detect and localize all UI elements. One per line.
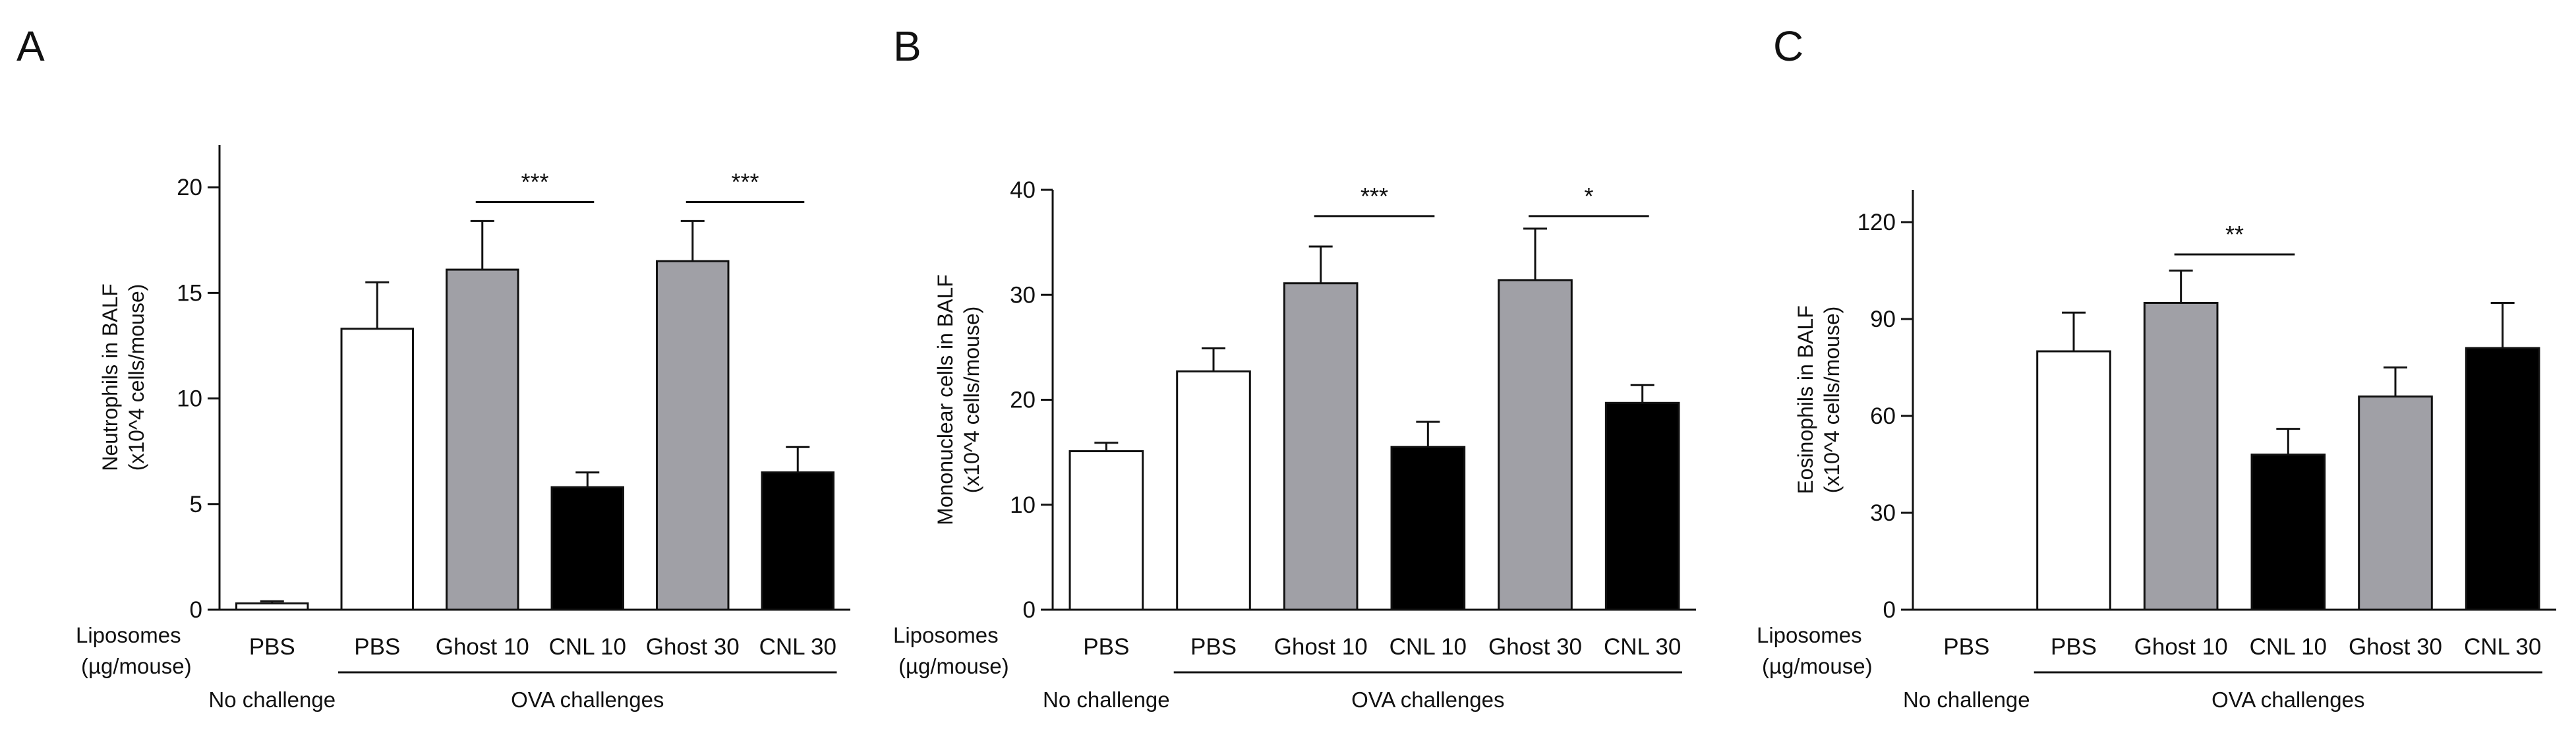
category-label: Ghost 10 — [436, 634, 529, 660]
bar — [446, 268, 519, 611]
bar — [1176, 370, 1251, 611]
significance-label: * — [1584, 183, 1593, 210]
y-axis-label-line2: (x10^4 cells/mouse) — [1820, 306, 1844, 494]
y-axis-label: Mononuclear cells in BALF (x10^4 cells/mo… — [933, 274, 983, 525]
y-tick-label: 15 — [177, 280, 202, 306]
category-label: Ghost 30 — [646, 634, 740, 660]
row-label: Liposomes — [1757, 623, 1862, 647]
row-label-unit: (µg/mouse) — [1762, 654, 1873, 678]
y-tick-label: 0 — [1023, 597, 1036, 623]
bar — [550, 486, 624, 611]
y-axis-label-line1: Mononuclear cells in BALF — [933, 274, 957, 525]
bar — [2465, 347, 2540, 611]
category-label: Ghost 30 — [2349, 634, 2442, 660]
y-tick-label: 20 — [1010, 388, 1036, 413]
row-label-unit: (µg/mouse) — [898, 654, 1009, 678]
bar — [761, 471, 834, 611]
category-label: PBS — [354, 634, 400, 660]
bar — [2143, 302, 2219, 611]
y-tick-label: 10 — [177, 386, 202, 412]
bar — [1068, 450, 1144, 611]
significance-label: *** — [521, 169, 548, 196]
group-label: OVA challenges — [511, 687, 664, 712]
bar — [340, 328, 414, 611]
category-label: PBS — [249, 634, 295, 660]
category-label: PBS — [2051, 634, 2097, 660]
bar — [1390, 446, 1466, 611]
category-label: CNL 10 — [1390, 634, 1467, 660]
y-axis-label: Eosinophils in BALF (x10^4 cells/mouse) — [1794, 305, 1844, 494]
row-label: Liposomes — [76, 623, 181, 647]
category-label: PBS — [1083, 634, 1129, 660]
bar — [1283, 282, 1359, 611]
panel-a: A 0 5 10 15 20 Neutrophils in BALF (x10^4 cells… — [16, 22, 850, 712]
row-label-unit: (µg/mouse) — [81, 654, 192, 678]
bar — [1498, 279, 1573, 611]
significance-label: *** — [1361, 183, 1388, 210]
category-label: Ghost 10 — [2134, 634, 2228, 660]
y-tick-label: 40 — [1010, 177, 1036, 203]
y-tick-label: 60 — [1870, 403, 1896, 429]
y-tick-label: 120 — [1858, 210, 1896, 235]
significance-label: ** — [2225, 221, 2244, 248]
panel-letter: C — [1773, 22, 1803, 70]
category-label: CNL 30 — [2464, 634, 2541, 660]
y-tick-label: 20 — [177, 175, 202, 200]
category-label: CNL 30 — [1604, 634, 1681, 660]
bar — [2250, 453, 2326, 611]
panel-letter: A — [16, 22, 45, 70]
y-axis-label-line2: (x10^4 cells/mouse) — [960, 306, 983, 494]
panel-letter: B — [893, 22, 922, 70]
row-label: Liposomes — [893, 623, 999, 647]
category-label: PBS — [1943, 634, 1989, 660]
panel-c: C 0 30 60 90 120 Eosinophils in BALF (x10^4 cel… — [1757, 22, 2556, 712]
category-label: CNL 30 — [759, 634, 836, 660]
y-tick-label: 0 — [1883, 597, 1896, 623]
category-label: CNL 10 — [2250, 634, 2327, 660]
category-label: PBS — [1190, 634, 1237, 660]
y-tick-label: 5 — [190, 492, 202, 517]
group-label: No challenge — [208, 687, 336, 712]
y-tick-label: 10 — [1010, 492, 1036, 518]
y-tick-label: 30 — [1010, 282, 1036, 308]
bar — [2358, 395, 2433, 611]
bar — [2036, 350, 2111, 611]
y-axis-label-line2: (x10^4 cells/mouse) — [125, 284, 148, 471]
y-axis-label-line1: Neutrophils in BALF — [98, 283, 122, 471]
y-tick-label: 0 — [190, 597, 202, 623]
y-axis-label: Neutrophils in BALF (x10^4 cells/mouse) — [98, 283, 148, 471]
y-tick-label: 90 — [1870, 306, 1896, 332]
group-label: OVA challenges — [2211, 687, 2364, 712]
bar — [1604, 401, 1680, 611]
significance-label: *** — [731, 169, 759, 196]
panel-b: B 0 10 20 30 40 Mononuclear cells in BALF (x10^… — [893, 22, 1696, 712]
bar — [656, 260, 730, 611]
category-label: CNL 10 — [549, 634, 626, 660]
group-label: No challenge — [1903, 687, 2030, 712]
category-label: Ghost 10 — [1274, 634, 1368, 660]
y-tick-label: 30 — [1870, 500, 1896, 526]
group-label: No challenge — [1043, 687, 1170, 712]
y-axis-label-line1: Eosinophils in BALF — [1794, 305, 1817, 494]
group-label: OVA challenges — [1351, 687, 1504, 712]
category-label: Ghost 30 — [1488, 634, 1582, 660]
